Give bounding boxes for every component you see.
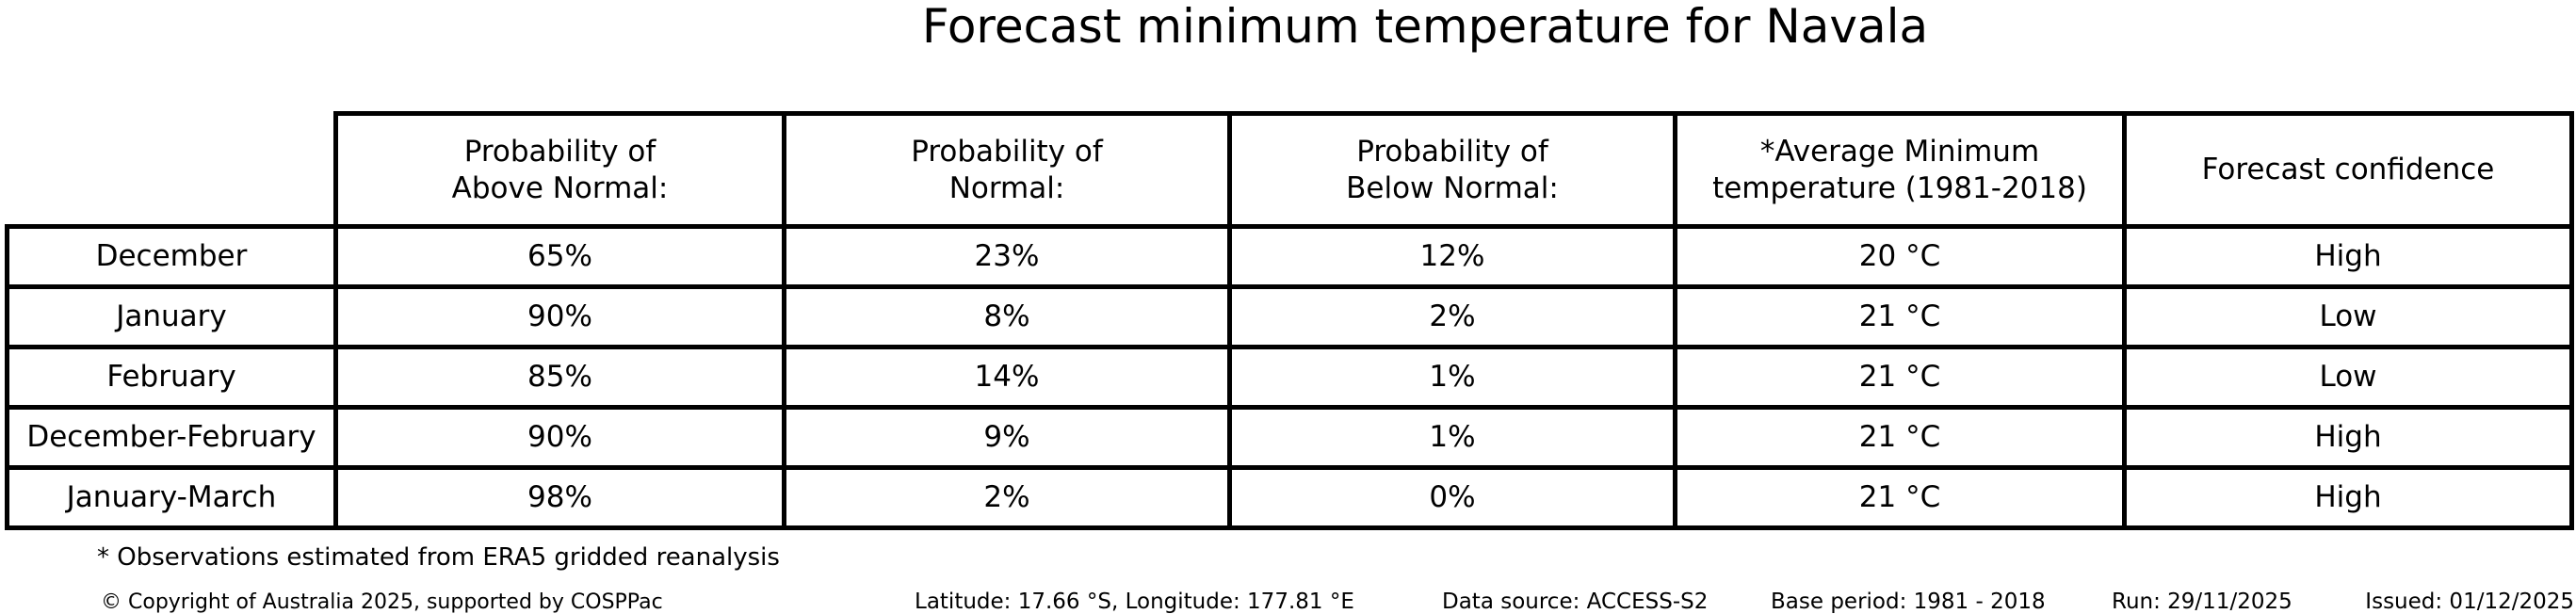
table-cell-below-normal: 1% [1227,405,1677,470]
data-source-text: Data source: ACCESS-S2 [1442,590,1709,614]
table-cell-confidence: Low [2122,284,2574,349]
table-row-february: February 85% 14% 1% 21 °C Low [5,345,2574,410]
table-cell-below-normal: 0% [1227,465,1677,530]
run-date-text: Run: 29/11/2025 [2112,590,2292,614]
table-row-january: January 90% 8% 2% 21 °C Low [5,284,2574,349]
table-cell-normal: 9% [782,405,1232,470]
table-cell-average-minimum: 21 °C [1673,405,2127,470]
table-cell-normal: 8% [782,284,1232,349]
location-text: Latitude: 17.66 °S, Longitude: 177.81 °E [915,590,1354,614]
base-period-text: Base period: 1981 - 2018 [1771,590,2046,614]
table-cell-average-minimum: 20 °C [1673,224,2127,289]
table-cell-above-normal: 85% [333,345,786,410]
issued-date-text: Issued: 01/12/2025 [2365,590,2574,614]
forecast-table: Probability of Above Normal: Probability… [5,111,2574,530]
row-label: January-March [5,465,338,530]
table-cell-normal: 23% [782,224,1232,289]
table-cell-above-normal: 65% [333,224,786,289]
table-cell-confidence: Low [2122,345,2574,410]
table-cell-below-normal: 2% [1227,284,1677,349]
table-cell-below-normal: 12% [1227,224,1677,289]
table-cell-below-normal: 1% [1227,345,1677,410]
table-cell-average-minimum: 21 °C [1673,284,2127,349]
column-header-above-normal: Probability of Above Normal: [333,111,786,229]
table-row-january-march: January-March 98% 2% 0% 21 °C High [5,465,2574,530]
table-cell-average-minimum: 21 °C [1673,465,2127,530]
copyright-text: © Copyright of Australia 2025, supported… [101,590,663,614]
table-row-december-february: December-February 90% 9% 1% 21 °C High [5,405,2574,470]
row-label: December-February [5,405,338,470]
table-corner-cell [8,114,336,227]
table-cell-above-normal: 98% [333,465,786,530]
row-label: February [5,345,338,410]
table-cell-normal: 2% [782,465,1232,530]
table-row-december: December 65% 23% 12% 20 °C High [5,224,2574,289]
column-header-average-minimum: *Average Minimum temperature (1981-2018) [1673,111,2127,229]
column-header-below-normal: Probability of Below Normal: [1227,111,1677,229]
footnote: * Observations estimated from ERA5 gridd… [97,543,780,572]
table-header-row: Probability of Above Normal: Probability… [8,111,2574,229]
column-header-forecast-confidence: Forecast confidence [2122,111,2574,229]
row-label: January [5,284,338,349]
table-cell-above-normal: 90% [333,405,786,470]
page-title: Forecast minimum temperature for Navala [921,0,1929,54]
column-header-normal: Probability of Normal: [782,111,1232,229]
row-label: December [5,224,338,289]
table-cell-average-minimum: 21 °C [1673,345,2127,410]
table-cell-confidence: High [2122,405,2574,470]
table-cell-confidence: High [2122,224,2574,289]
table-cell-above-normal: 90% [333,284,786,349]
table-cell-normal: 14% [782,345,1232,410]
table-cell-confidence: High [2122,465,2574,530]
